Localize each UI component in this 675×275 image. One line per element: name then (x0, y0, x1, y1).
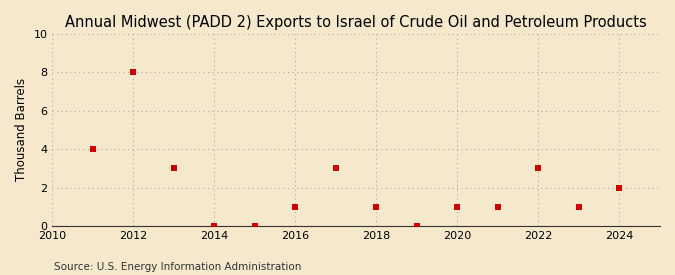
Point (493, 205, 504, 209)
Text: Source: U.S. Energy Information Administration: Source: U.S. Energy Information Administ… (54, 262, 301, 272)
Point (169, 166, 180, 170)
Point (331, 166, 342, 170)
Point (250, 224, 261, 228)
Point (452, 205, 463, 209)
Title: Annual Midwest (PADD 2) Exports to Israel of Crude Oil and Petroleum Products: Annual Midwest (PADD 2) Exports to Israe… (65, 15, 647, 30)
Point (88, 147, 99, 151)
Point (371, 205, 382, 209)
Point (574, 205, 585, 209)
Point (614, 185, 625, 190)
Point (128, 70, 139, 75)
Point (533, 166, 544, 170)
Point (412, 224, 423, 228)
Y-axis label: Thousand Barrels: Thousand Barrels (15, 78, 28, 182)
Point (290, 205, 301, 209)
Point (209, 224, 220, 228)
